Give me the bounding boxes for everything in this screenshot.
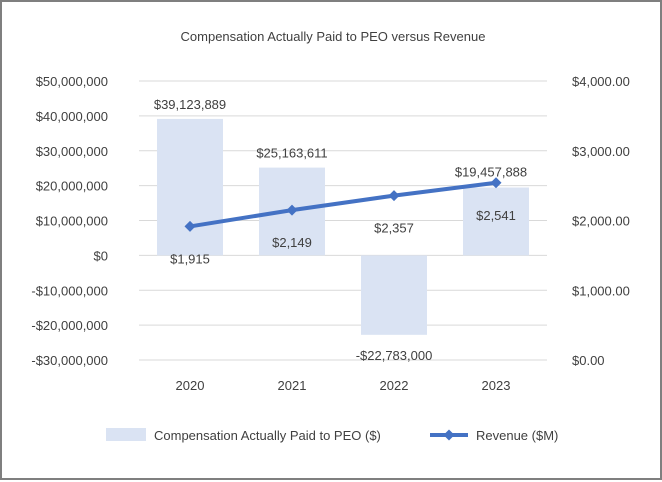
bar-data-label: $39,123,889 <box>154 97 226 112</box>
bar-data-label: -$22,783,000 <box>356 348 433 363</box>
legend: Compensation Actually Paid to PEO ($) Rev… <box>106 428 558 443</box>
x-axis-tick-label: 2020 <box>176 378 205 393</box>
bar-2023 <box>463 187 529 256</box>
revenue-point-2020 <box>184 220 196 232</box>
line-data-label: $1,915 <box>170 251 210 266</box>
right-axis-tick-label: $3,000.00 <box>572 144 630 159</box>
x-axis-tick-label: 2021 <box>278 378 307 393</box>
revenue-point-2023 <box>490 177 502 189</box>
left-axis-tick-label: -$20,000,000 <box>31 318 108 333</box>
right-axis-tick-label: $4,000.00 <box>572 74 630 89</box>
revenue-point-2022 <box>388 190 400 202</box>
left-axis-tick-label: $40,000,000 <box>36 109 108 124</box>
line-data-label: $2,541 <box>476 208 516 223</box>
legend-marker-line <box>443 429 455 441</box>
legend-label-bar: Compensation Actually Paid to PEO ($) <box>154 428 381 443</box>
line-data-label: $2,149 <box>272 235 312 250</box>
line-series <box>184 177 502 232</box>
bar-series <box>157 118 529 335</box>
left-axis-tick-label: -$30,000,000 <box>31 353 108 368</box>
x-axis-tick-label: 2022 <box>380 378 409 393</box>
x-axis-tick-label: 2023 <box>482 378 511 393</box>
bar-2020 <box>157 118 223 256</box>
left-axis-tick-label: $50,000,000 <box>36 74 108 89</box>
left-axis-tick-label: $0 <box>94 248 108 263</box>
revenue-point-2021 <box>286 204 298 216</box>
revenue-line <box>188 180 498 229</box>
bar-data-label: $19,457,888 <box>455 165 527 180</box>
legend-swatch-bar <box>106 428 146 441</box>
right-axis-tick-label: $2,000.00 <box>572 214 630 229</box>
bar-data-label: $25,163,611 <box>256 146 327 161</box>
left-axis-tick-label: $20,000,000 <box>36 179 108 194</box>
left-axis-tick-label: $30,000,000 <box>36 144 108 159</box>
line-data-label: $2,357 <box>374 221 414 236</box>
legend-label-line: Revenue ($M) <box>476 428 558 443</box>
right-axis-tick-label: $1,000.00 <box>572 283 630 298</box>
left-axis-tick-label: -$10,000,000 <box>31 283 108 298</box>
axes: $50,000,000 $40,000,000 $30,000,000 $20,000… <box>31 74 629 393</box>
right-axis-tick-label: $0.00 <box>572 353 605 368</box>
data-labels: $39,123,889 $25,163,611 -$22,783,000 $19,45… <box>154 97 527 363</box>
left-axis-tick-label: $10,000,000 <box>36 214 108 229</box>
chart-title: Compensation Actually Paid to PEO versus… <box>181 29 486 44</box>
bar-2022 <box>361 255 427 335</box>
